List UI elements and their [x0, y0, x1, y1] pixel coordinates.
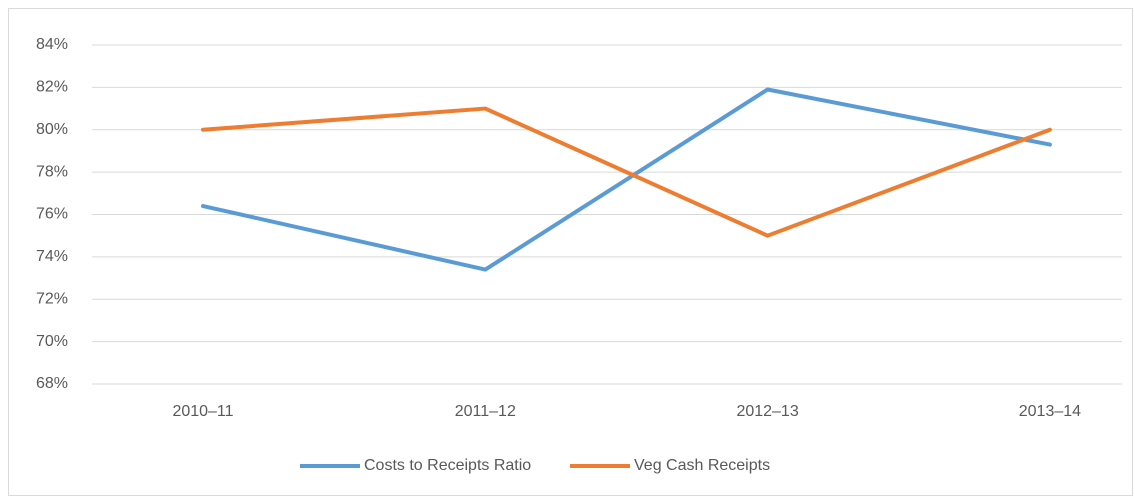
y-tick-label: 76% [36, 206, 68, 223]
y-tick-label: 68% [36, 375, 68, 392]
legend-label: Costs to Receipts Ratio [364, 457, 531, 474]
legend-label: Veg Cash Receipts [634, 457, 770, 474]
x-tick-label: 2010–11 [172, 403, 233, 420]
y-tick-label: 74% [36, 248, 68, 265]
y-tick-label: 84% [36, 36, 68, 53]
y-tick-label: 70% [36, 333, 68, 350]
line-series [201, 87, 1052, 272]
y-tick-label: 72% [36, 290, 68, 307]
x-tick-label: 2013–14 [1019, 403, 1081, 420]
x-tick-label: 2012–13 [736, 403, 798, 420]
x-tick-label: 2011–12 [455, 403, 516, 420]
line-series [201, 106, 1052, 238]
y-tick-label: 82% [36, 79, 68, 96]
chart-border [8, 8, 1133, 496]
y-tick-label: 78% [36, 163, 68, 180]
y-tick-label: 80% [36, 121, 68, 138]
